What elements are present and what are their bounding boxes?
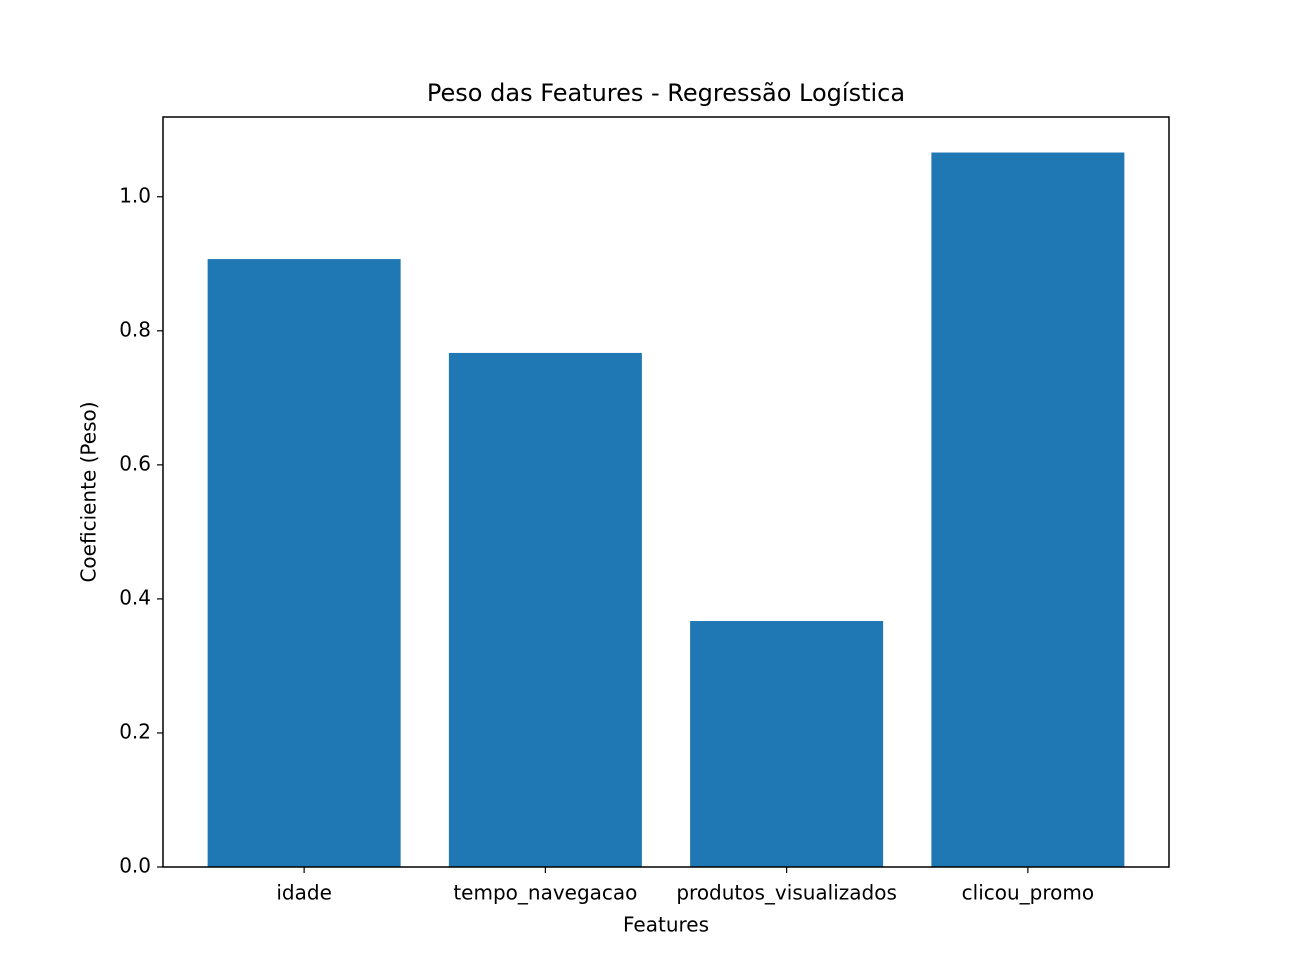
plot-frame — [162, 116, 1170, 868]
y-tick-label: 0.6 — [119, 451, 151, 475]
chart-title: Peso das Features - Regressão Logística — [427, 79, 905, 107]
x-tick-label: idade — [276, 881, 332, 905]
x-axis-label: Features — [623, 913, 709, 937]
x-tick-label: tempo_navegacao — [453, 881, 637, 905]
bar — [448, 352, 642, 867]
bar — [207, 259, 401, 867]
y-tick-label: 0.0 — [119, 854, 151, 878]
y-tick-label: 0.4 — [119, 585, 151, 609]
y-tick-label: 0.2 — [119, 719, 151, 743]
x-tick-label: produtos_visualizados — [676, 881, 897, 905]
bar — [931, 152, 1125, 868]
y-tick-label: 0.8 — [119, 317, 151, 341]
bar — [690, 621, 884, 867]
y-axis-label: Coeficiente (Peso) — [77, 401, 101, 582]
y-tick-label: 1.0 — [119, 183, 151, 207]
x-tick-label: clicou_promo — [962, 881, 1094, 905]
